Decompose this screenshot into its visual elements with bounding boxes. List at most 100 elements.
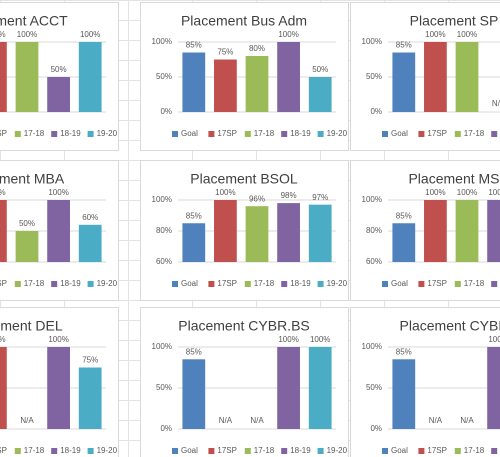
legend-swatch (51, 131, 58, 137)
legend-label: 18-19 (60, 446, 81, 455)
bar (277, 42, 300, 112)
value-label: 100% (310, 335, 330, 344)
value-label: 85% (396, 211, 412, 220)
bar (47, 347, 70, 429)
y-tick-label: 80% (366, 226, 382, 235)
value-label: 100% (48, 188, 68, 197)
legend-label: 19-20 (327, 279, 348, 288)
y-tick-label: 60% (156, 257, 172, 266)
legend-swatch (418, 131, 425, 137)
legend-label: 17-18 (254, 129, 275, 138)
bar (392, 52, 416, 112)
value-label: 85% (396, 41, 412, 50)
value-label: 50% (312, 65, 328, 74)
value-label: 100% (488, 188, 500, 197)
legend-swatch (14, 448, 21, 454)
bar (308, 204, 332, 262)
legend-swatch (317, 281, 324, 287)
bar (47, 200, 70, 262)
value-label: 100% (0, 30, 6, 39)
bar (182, 52, 206, 112)
chart: Placement SP 0% 50% 100% 85% 100% 100% N/A Goal 1… (350, 2, 500, 151)
bar (424, 42, 447, 112)
legend-label: 18-19 (290, 446, 311, 455)
bar (214, 59, 237, 112)
bar (455, 42, 479, 112)
legend-label: Goal (391, 279, 408, 288)
value-label: 100% (457, 30, 477, 39)
legend-swatch (244, 131, 251, 137)
legend-label: 17SP (0, 129, 7, 138)
bar (424, 200, 447, 262)
legend-swatch (244, 448, 251, 454)
bar (214, 200, 237, 262)
legend-label: 17-18 (254, 279, 275, 288)
value-label: 100% (488, 335, 500, 344)
legend-swatch (87, 131, 94, 137)
y-tick-label: 0% (370, 424, 382, 433)
value-label: 75% (82, 356, 98, 365)
bar (0, 42, 7, 112)
value-label: N/A (219, 416, 233, 425)
legend-label: 18-19 (290, 129, 311, 138)
chart: Placement MS60%80%100%85%100%100%100%100… (350, 160, 500, 301)
legend-swatch (208, 281, 215, 287)
legend-label: 17-18 (464, 279, 485, 288)
y-tick-label: 100% (362, 37, 382, 46)
legend-label: 19-20 (97, 279, 118, 288)
chart: Placement CYBR0%50%100%85%N/AN/A100%100%… (350, 307, 500, 457)
y-tick-label: 80% (156, 226, 172, 235)
y-tick-label: 0% (370, 107, 382, 116)
value-label: 50% (51, 65, 67, 74)
legend-swatch (14, 281, 21, 287)
legend-swatch (51, 448, 58, 454)
legend-label: 17SP (427, 129, 447, 138)
legend-swatch (382, 131, 388, 137)
bar (78, 367, 102, 429)
value-label: 85% (186, 41, 202, 50)
chart-title: Placement CYBR (400, 318, 500, 334)
value-label: 100% (278, 30, 298, 39)
y-tick-label: 100% (152, 195, 172, 204)
chart: Placement MBA0%50%100%85%100%50%100%60%G… (0, 160, 119, 301)
chart: Placement CYBR.BS 0% 50% 100% 85% N/A N/A 100% 1… (140, 307, 349, 457)
y-tick-label: 100% (152, 342, 172, 351)
legend-swatch (418, 448, 425, 454)
legend-swatch (51, 281, 58, 287)
y-tick-label: 100% (362, 195, 382, 204)
y-tick-label: 50% (156, 383, 172, 392)
bar (15, 231, 39, 262)
legend-swatch (14, 131, 21, 137)
legend-swatch (281, 281, 288, 287)
value-label: 50% (19, 219, 35, 228)
value-label: 60% (82, 213, 98, 222)
y-tick-label: 100% (152, 37, 172, 46)
legend-swatch (382, 448, 388, 454)
value-label: 97% (312, 193, 328, 202)
legend-swatch (281, 448, 288, 454)
legend-swatch (491, 448, 498, 454)
bar (78, 224, 102, 262)
value-label: 100% (0, 335, 6, 344)
legend-swatch (172, 281, 178, 287)
legend-swatch (172, 131, 178, 137)
chart-title: Placement DEL (0, 318, 63, 334)
legend-label: 17-18 (464, 129, 485, 138)
legend-swatch (454, 281, 461, 287)
legend-label: 18-19 (60, 279, 81, 288)
legend-label: 17SP (427, 446, 447, 455)
value-label: 100% (278, 335, 298, 344)
legend-label: 18-19 (60, 129, 81, 138)
legend-label: 19-20 (327, 129, 348, 138)
legend-label: 17SP (0, 279, 7, 288)
chart-title: Placement Bus Adm (181, 13, 307, 29)
value-label: 96% (249, 194, 265, 203)
legend-label: 17SP (217, 129, 237, 138)
value-label: 100% (215, 188, 235, 197)
legend-swatch (491, 131, 498, 137)
value-label: 98% (281, 191, 297, 200)
bar (455, 200, 479, 262)
value-label: N/A (460, 416, 474, 425)
